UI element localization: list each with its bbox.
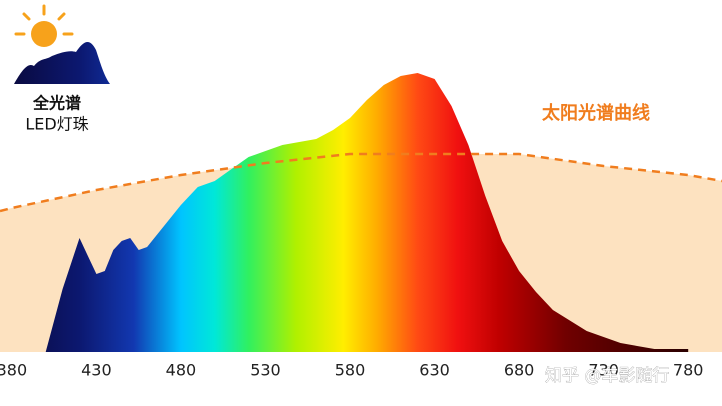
- sun-curve-label: 太阳光谱曲线: [542, 102, 650, 124]
- spectrum-area: [11, 73, 689, 352]
- x-tick-label: 380: [0, 361, 27, 380]
- x-tick-label: 630: [419, 361, 450, 380]
- sun-curve: [0, 152, 722, 213]
- plot-area: [0, 73, 722, 406]
- axis-band: [0, 352, 722, 406]
- full-spectrum-icon: [14, 4, 110, 84]
- led-label-line1: 全光谱: [32, 94, 81, 113]
- x-tick-label: 480: [166, 361, 197, 380]
- x-tick-label: 430: [81, 361, 112, 380]
- x-tick-label: 530: [250, 361, 281, 380]
- watermark: 知乎 @车影随行: [545, 366, 669, 386]
- x-tick-label: 780: [673, 361, 704, 380]
- x-tick-label: 580: [335, 361, 366, 380]
- led-label-line2: LED灯珠: [25, 115, 88, 134]
- x-tick-label: 680: [504, 361, 535, 380]
- x-tick-label: 730: [588, 361, 619, 380]
